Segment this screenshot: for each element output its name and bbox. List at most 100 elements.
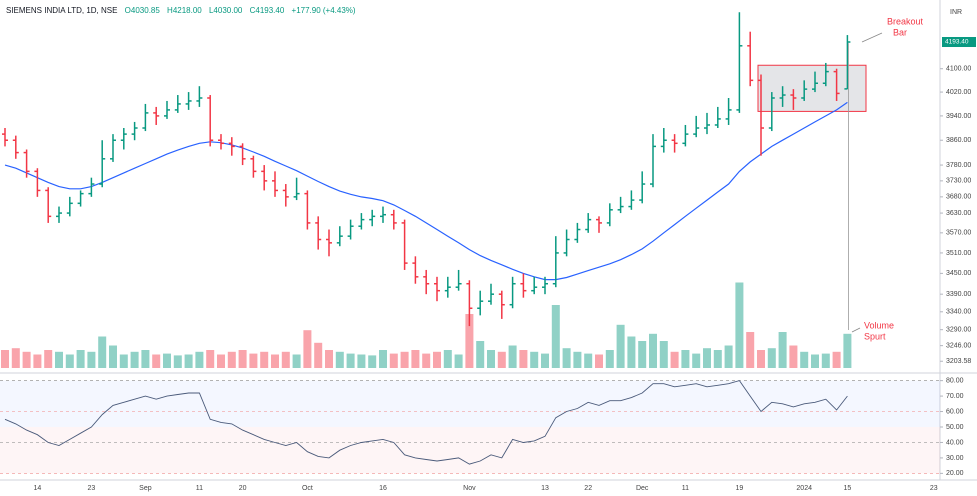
x-tick-label: 2024 bbox=[796, 485, 812, 492]
volume-bar bbox=[487, 350, 495, 368]
price-tag bbox=[942, 37, 976, 48]
volume-bar bbox=[541, 353, 549, 368]
low: L4030.00 bbox=[208, 6, 243, 15]
y-tick-label: 3570.00 bbox=[946, 230, 971, 237]
y-tick-label: 3940.00 bbox=[946, 113, 971, 120]
volume-bar bbox=[195, 351, 204, 368]
volume-bar bbox=[281, 351, 290, 368]
volume-bar bbox=[163, 353, 171, 368]
volume-bar bbox=[152, 354, 161, 368]
volume-bar bbox=[433, 351, 441, 368]
header: SIEMENS INDIA LTD, 1D, NSE O4030.85 H421… bbox=[6, 6, 361, 15]
y-tick-label: 3203.58 bbox=[946, 358, 971, 365]
volume-bar bbox=[249, 353, 258, 368]
annotation: Breakout bbox=[887, 16, 924, 26]
volume-bar bbox=[130, 351, 139, 368]
y-tick-label: 20.00 bbox=[946, 470, 964, 477]
annotation-arrow bbox=[851, 327, 861, 333]
volume-bar bbox=[778, 332, 787, 368]
volume-bar bbox=[141, 350, 150, 368]
y-tick-label: 50.00 bbox=[946, 424, 964, 431]
volume-bar bbox=[843, 333, 852, 368]
volume-bar bbox=[76, 350, 85, 368]
volume-bar bbox=[454, 354, 463, 368]
volume-bar bbox=[357, 354, 366, 368]
volume-bar bbox=[465, 314, 474, 368]
x-tick-label: 22 bbox=[584, 485, 592, 492]
volume-bar bbox=[508, 345, 517, 368]
volume-bar bbox=[649, 333, 657, 368]
x-tick-label: 11 bbox=[682, 485, 689, 492]
volume-bar bbox=[184, 354, 193, 368]
y-tick-label: 3450.00 bbox=[946, 270, 971, 277]
volume-bar bbox=[659, 341, 668, 368]
volume-bar bbox=[206, 350, 215, 368]
y-tick-label: 3680.00 bbox=[946, 194, 971, 201]
volume-bar bbox=[746, 332, 755, 368]
consolidation-box bbox=[757, 64, 867, 112]
x-tick-label: 19 bbox=[736, 485, 744, 492]
high: H4218.00 bbox=[167, 6, 202, 15]
x-tick-label: Oct bbox=[302, 485, 313, 492]
volume-bar bbox=[789, 345, 798, 368]
volume-bar bbox=[605, 350, 614, 368]
volume-bar bbox=[119, 354, 128, 368]
volume-bar bbox=[217, 354, 225, 368]
y-tick-label: 60.00 bbox=[946, 408, 964, 415]
volume-bar bbox=[800, 351, 809, 368]
rsi-line bbox=[4, 380, 848, 465]
x-tick-label: 23 bbox=[930, 485, 938, 492]
volume-bar bbox=[1, 350, 9, 368]
x-tick-label: Nov bbox=[463, 485, 476, 492]
volume-bar bbox=[670, 351, 679, 368]
currency: INR bbox=[950, 9, 962, 16]
y-tick-label: 4100.00 bbox=[946, 66, 971, 73]
volume-bar bbox=[303, 330, 312, 368]
annotation: Volume bbox=[864, 320, 894, 330]
volume-bar bbox=[238, 350, 247, 368]
volume-bar bbox=[584, 353, 593, 368]
volume-bar bbox=[713, 350, 722, 368]
y-tick-label: 80.00 bbox=[946, 377, 964, 384]
volume-bar bbox=[325, 350, 333, 368]
symbol: SIEMENS INDIA LTD, 1D, NSE bbox=[6, 6, 118, 15]
volume-bar bbox=[616, 324, 625, 368]
open: O4030.85 bbox=[124, 6, 160, 15]
volume-bar bbox=[832, 351, 841, 368]
volume-bar bbox=[109, 345, 117, 368]
y-tick-label: 3390.00 bbox=[946, 291, 971, 298]
volume-bar bbox=[411, 350, 420, 368]
y-tick-label: 3340.00 bbox=[946, 309, 971, 316]
x-tick-label: 15 bbox=[844, 485, 852, 492]
x-tick-label: Dec bbox=[636, 485, 649, 492]
volume-bar bbox=[562, 348, 571, 368]
volume-bar bbox=[530, 351, 539, 368]
x-tick-label: 14 bbox=[34, 485, 42, 492]
rsi-band-upper bbox=[0, 380, 940, 427]
y-tick-label: 70.00 bbox=[946, 393, 964, 400]
volume-bar bbox=[260, 351, 269, 368]
volume-bar bbox=[55, 351, 63, 368]
y-tick-label: 3780.00 bbox=[946, 162, 971, 169]
volume-bar bbox=[98, 336, 107, 368]
volume-bar bbox=[87, 351, 96, 368]
volume-bar bbox=[519, 350, 528, 368]
x-tick-label: 13 bbox=[541, 485, 549, 492]
volume-bar bbox=[627, 336, 636, 368]
volume-bar bbox=[443, 350, 452, 368]
volume-bar bbox=[638, 341, 647, 368]
volume-bar bbox=[227, 351, 236, 368]
volume-bar bbox=[292, 354, 301, 368]
volume-bar bbox=[346, 353, 355, 368]
volume-bar bbox=[703, 348, 711, 368]
annotation: Spurt bbox=[864, 331, 886, 341]
volume-bar bbox=[811, 354, 819, 368]
y-tick-label: 3246.00 bbox=[946, 342, 971, 349]
volume-bar bbox=[22, 351, 31, 368]
x-tick-label: Sep bbox=[139, 485, 152, 492]
y-tick-label: 3860.00 bbox=[946, 137, 971, 144]
volume-bar bbox=[314, 342, 323, 368]
volume-bar bbox=[476, 341, 485, 368]
